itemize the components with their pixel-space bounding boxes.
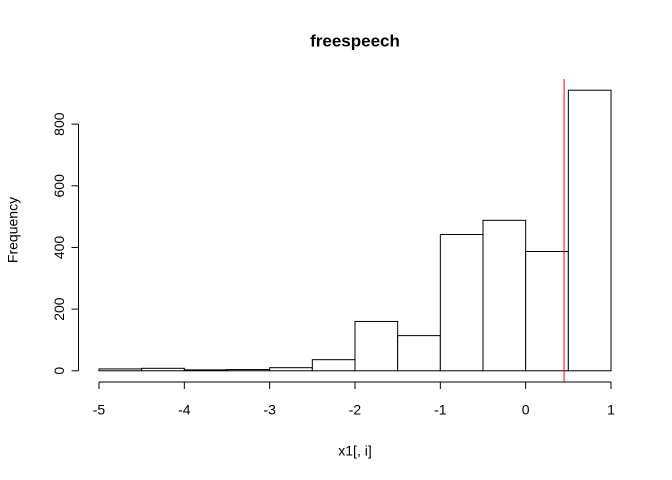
bar [439,234,484,372]
bar [226,369,271,372]
bar [311,359,356,372]
y-tick-label: 0 [51,367,67,375]
bar [397,335,441,372]
bar [482,219,527,372]
y-tick-label: 600 [51,174,67,198]
bar [183,369,228,372]
y-tick-label: 200 [51,297,67,321]
chart-title: freespeech [310,31,400,50]
x-tick-label: -2 [349,402,362,418]
y-tick-label: 400 [51,236,67,260]
y-axis-label: Frequency [5,197,21,263]
x-tick-label: -5 [93,402,106,418]
x-tick-label: 0 [522,402,530,418]
bar [525,250,569,372]
bar [354,320,399,372]
x-tick-label: -4 [178,402,191,418]
bar [98,368,143,372]
x-tick-label: 1 [607,402,615,418]
bar [567,89,612,372]
x-tick-label: -3 [263,402,276,418]
bar [141,367,185,372]
y-tick-label: 800 [51,112,67,136]
x-axis-label: x1[, i] [338,443,371,459]
x-tick-label: -1 [434,402,447,418]
bar [269,367,313,372]
